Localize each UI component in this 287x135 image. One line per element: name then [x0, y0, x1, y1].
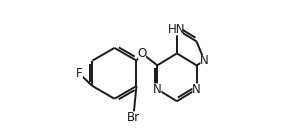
Text: HN: HN: [168, 23, 186, 36]
Text: F: F: [75, 67, 82, 80]
FancyBboxPatch shape: [138, 48, 146, 59]
FancyBboxPatch shape: [127, 111, 139, 124]
FancyBboxPatch shape: [171, 24, 183, 35]
Text: N: N: [153, 83, 162, 96]
FancyBboxPatch shape: [193, 83, 201, 95]
Text: Br: Br: [127, 111, 140, 124]
Text: N: N: [192, 83, 201, 96]
FancyBboxPatch shape: [200, 55, 209, 67]
FancyBboxPatch shape: [153, 83, 161, 95]
Text: O: O: [137, 47, 147, 60]
FancyBboxPatch shape: [75, 67, 83, 80]
Text: N: N: [200, 54, 209, 68]
